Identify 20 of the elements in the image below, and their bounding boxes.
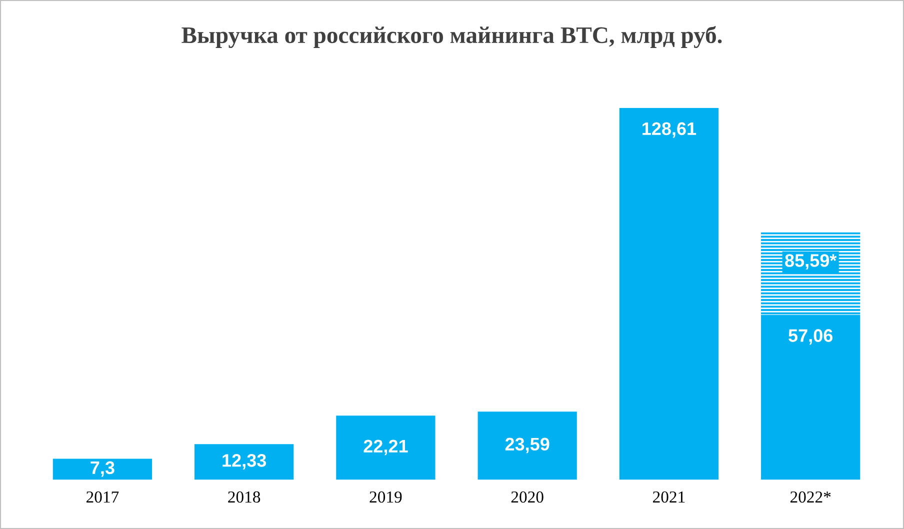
x-tick-label: 2022* (790, 491, 831, 503)
bar (52, 458, 152, 480)
chart-title: Выручка от российского майнинга BTC, млрд руб. (182, 26, 722, 48)
x-tick-label: 2020 (511, 491, 544, 503)
data-label: 57,06 (788, 329, 833, 345)
x-tick-label: 2019 (370, 491, 402, 503)
data-label: 22,21 (364, 440, 408, 456)
bar (761, 314, 860, 480)
x-tick-label: 2017 (86, 491, 119, 503)
data-label: 12,33 (222, 454, 266, 470)
bar (478, 412, 577, 480)
bar (194, 444, 294, 480)
x-tick-label: 2021 (653, 491, 685, 503)
bar (619, 108, 719, 480)
data-label: 128,61 (642, 122, 696, 138)
data-label: 23,59 (505, 438, 550, 454)
data-label: 7,3 (90, 461, 114, 477)
x-tick-label: 2018 (228, 491, 260, 503)
total-label: 85,59* (785, 254, 837, 270)
bar (336, 416, 436, 480)
